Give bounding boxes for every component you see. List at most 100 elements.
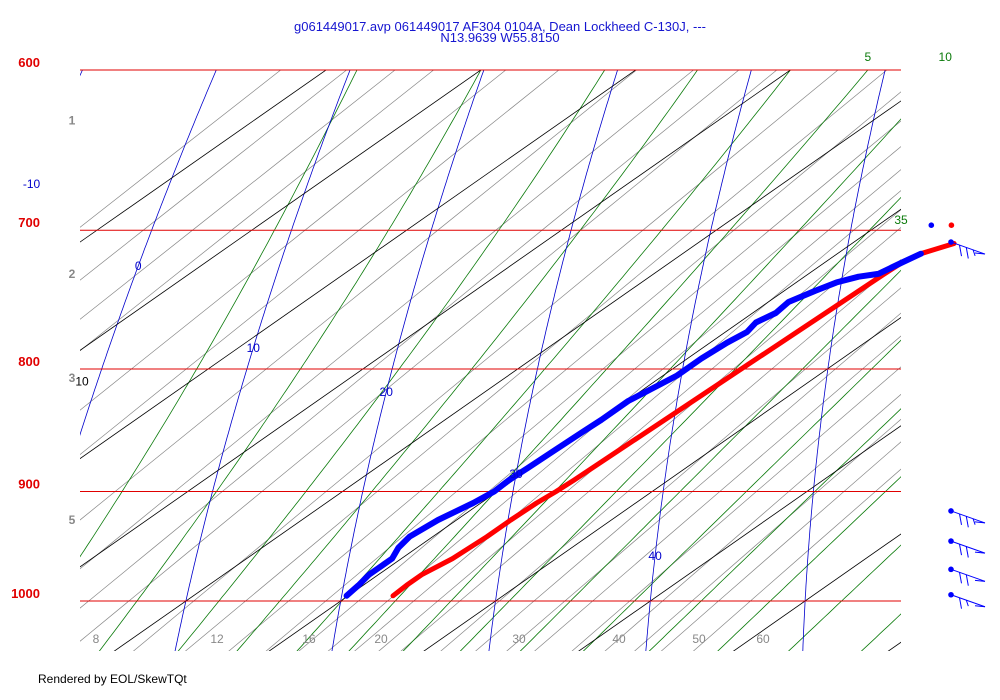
- sounding-series: [343, 222, 957, 599]
- height-label: 5: [69, 513, 76, 527]
- wind-barb-feather: [959, 572, 962, 584]
- moist-adiabat-label: 10: [939, 50, 953, 64]
- wind-barb-staff: [950, 540, 986, 554]
- moist-adiabat: [296, 70, 791, 651]
- mixing-ratio-label: 8: [93, 632, 100, 646]
- wind-barb-feather: [965, 247, 969, 259]
- moist-adiabat: [459, 196, 901, 651]
- mixing-ratio-line: [506, 312, 901, 651]
- chart-title-line1: g061449017.avp 061449017 AF304 0104A, De…: [294, 19, 706, 34]
- moist-adiabat: [98, 70, 482, 651]
- isotherm: [732, 533, 901, 651]
- mixing-ratio-label: 60: [756, 632, 770, 646]
- mixing-ratio-line: [298, 146, 901, 651]
- wind-barb-feather: [972, 249, 976, 257]
- moist-adiabat: [582, 339, 901, 651]
- wind-barb-tip: [974, 551, 986, 554]
- dry-adiabat-label: -10: [23, 177, 41, 191]
- moist-adiabat: [80, 70, 358, 558]
- dry-adiabat: [488, 70, 618, 651]
- wind-barb-tip: [974, 252, 986, 255]
- dry-adiabat: [331, 70, 485, 651]
- isotherm: [80, 70, 327, 243]
- mixing-ratio-line: [265, 120, 901, 651]
- mixing-ratio-line: [634, 418, 901, 651]
- wind-barb-feather: [965, 546, 969, 558]
- pressure-label: 1000: [11, 586, 40, 601]
- mixing-ratio-line: [80, 70, 695, 570]
- isotherm: [423, 316, 901, 651]
- mixing-ratio-line: [184, 70, 888, 651]
- dewpoint-trace: [343, 250, 924, 599]
- wind-barb-feather: [965, 516, 969, 528]
- mixing-ratio-line: [228, 91, 901, 651]
- wind-barbs: [948, 239, 986, 609]
- mixing-ratio-line: [692, 468, 901, 651]
- mixing-ratio-line: [571, 366, 901, 651]
- mixing-ratio-line: [80, 70, 638, 521]
- dry-adiabat: [80, 70, 217, 437]
- moist-adiabat: [788, 544, 901, 651]
- wind-barb-feather: [959, 245, 962, 257]
- moist-adiabat: [402, 118, 901, 651]
- wind-barb-staff: [950, 594, 986, 608]
- wind-barb-tip: [974, 605, 986, 608]
- pressure-label: 900: [18, 477, 40, 492]
- mixing-ratio-line: [354, 190, 901, 651]
- dry-adiabat-label: 10: [247, 341, 261, 355]
- isotherm: [113, 100, 901, 651]
- mixing-ratio-line: [604, 393, 901, 651]
- line-labels: 6007008009001000123510203040506051015202…: [11, 50, 953, 646]
- mixing-ratio-label: 40: [612, 632, 626, 646]
- mixing-ratio-line: [327, 169, 901, 651]
- mixing-ratio-line: [440, 259, 901, 651]
- dry-adiabat: [80, 70, 83, 77]
- mixing-ratio-line: [80, 70, 348, 281]
- dry-adiabat: [802, 70, 886, 651]
- dry-adiabat-label: 20: [380, 385, 394, 399]
- moist-adiabat: [519, 269, 901, 651]
- mixing-ratio-line: [378, 209, 901, 651]
- wind-barb-feather: [965, 574, 969, 586]
- isotherm: [268, 208, 901, 651]
- isotherm: [80, 70, 792, 568]
- wind-barb: [948, 239, 986, 259]
- isobars: [80, 69, 901, 602]
- chart-title: g061449017.avp 061449017 AF304 0104A, De…: [294, 19, 706, 45]
- wind-barb-feather: [959, 544, 962, 556]
- moist-adiabat: [860, 613, 901, 651]
- mixing-ratio-line: [534, 335, 901, 651]
- mixing-ratio-label: 30: [512, 632, 526, 646]
- isotherms: [80, 70, 901, 651]
- wind-barb: [948, 508, 986, 528]
- moist-adiabat: [236, 70, 698, 651]
- isotherm: [578, 425, 901, 651]
- isotherm: [887, 641, 901, 651]
- mixing-ratio-line: [80, 70, 282, 228]
- wind-barb-tip: [974, 521, 986, 524]
- wind-barb-feather: [972, 518, 976, 525]
- mixing-ratio-line: [475, 287, 901, 651]
- wind-barb: [948, 566, 986, 586]
- pressure-label: 600: [18, 55, 40, 70]
- mixing-ratio-label: 50: [692, 632, 706, 646]
- height-label: 2: [69, 267, 76, 281]
- mixing-ratio-line: [80, 70, 435, 352]
- wind-barb-feather: [959, 597, 962, 609]
- height-label: 3: [69, 371, 76, 385]
- wind-barb-staff: [950, 241, 986, 255]
- mixing-ratio-line: [80, 70, 560, 456]
- dry-adiabat: [645, 70, 752, 651]
- dry-adiabats: [80, 65, 1000, 653]
- mixing-ratio-line: [80, 70, 740, 609]
- dry-adiabat: [960, 65, 1000, 653]
- chart-title-line2: N13.9639 W55.8150: [440, 30, 559, 45]
- mixing-ratio-line: [80, 70, 396, 320]
- dry-adiabat-label: 30: [509, 467, 523, 481]
- wind-barb: [948, 538, 986, 558]
- mixing-ratio-label: 20: [374, 632, 388, 646]
- wind-barb-tip: [974, 579, 986, 582]
- wind-barb-feather: [965, 599, 969, 607]
